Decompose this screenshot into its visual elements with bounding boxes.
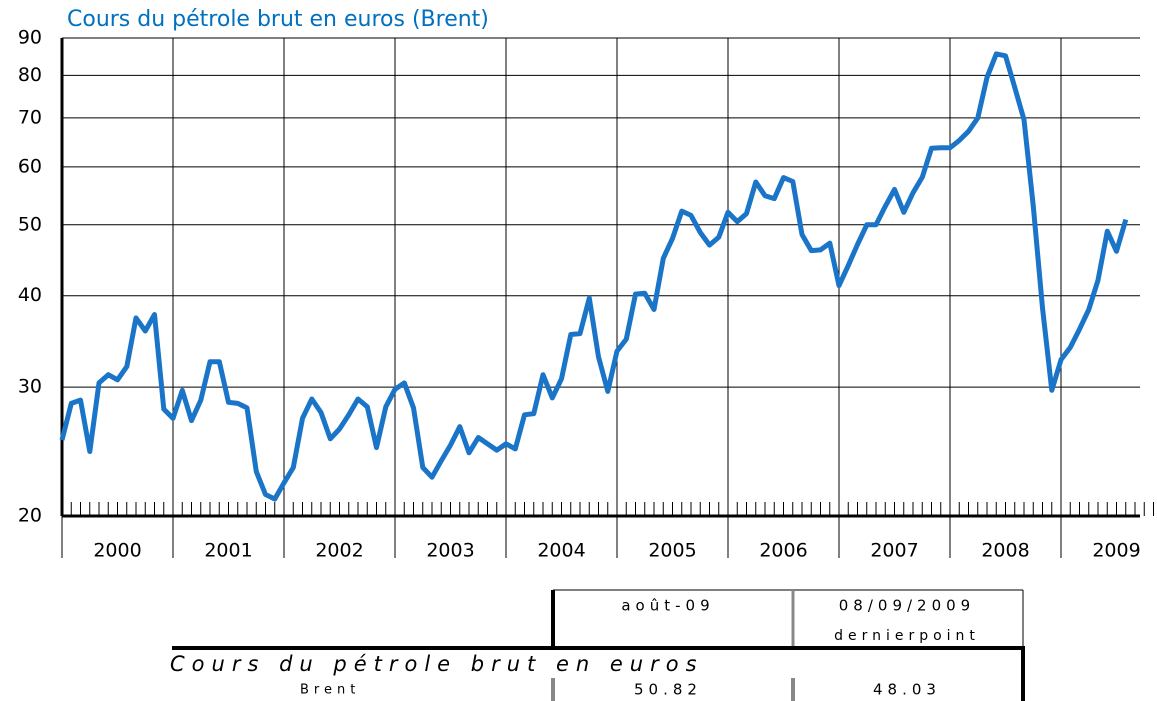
data-line	[59, 51, 1129, 502]
table-cell: 48.03	[873, 681, 941, 699]
x-tick-label: 2005	[648, 540, 696, 562]
table-cell: 50.82	[634, 681, 702, 699]
y-tick-label: 20	[18, 505, 42, 527]
y-tick-label: 60	[18, 155, 42, 177]
y-tick-label: 50	[18, 213, 42, 235]
table-header: août-09	[621, 597, 714, 615]
x-tick-label: 2000	[93, 540, 141, 562]
x-tick-label: 2002	[315, 540, 363, 562]
x-tick-label: 2007	[870, 540, 918, 562]
chart-title: Cours du pétrole brut en euros (Brent)	[67, 7, 489, 32]
x-tick-label: 2009	[1092, 540, 1140, 562]
table-row-title: Cours du pétrole brut en euros	[170, 652, 704, 676]
x-tick-label: 2004	[537, 540, 585, 562]
y-tick-label: 40	[18, 284, 42, 306]
y-tick-label: 80	[18, 64, 42, 86]
table-cell: Brent	[300, 683, 360, 698]
table-header: 08/09/2009	[839, 597, 975, 615]
table-header: dernierpoint	[834, 628, 980, 644]
x-tick-label: 2006	[759, 540, 807, 562]
y-tick-label: 70	[18, 106, 42, 128]
y-tick-label: 30	[18, 376, 42, 398]
x-tick-label: 2008	[981, 540, 1029, 562]
y-tick-label: 90	[18, 27, 42, 49]
x-tick-label: 2001	[204, 540, 252, 562]
table: août-09 08/09/2009 dernierpoint Cours du…	[170, 589, 1025, 701]
x-tick-label: 2003	[426, 540, 474, 562]
